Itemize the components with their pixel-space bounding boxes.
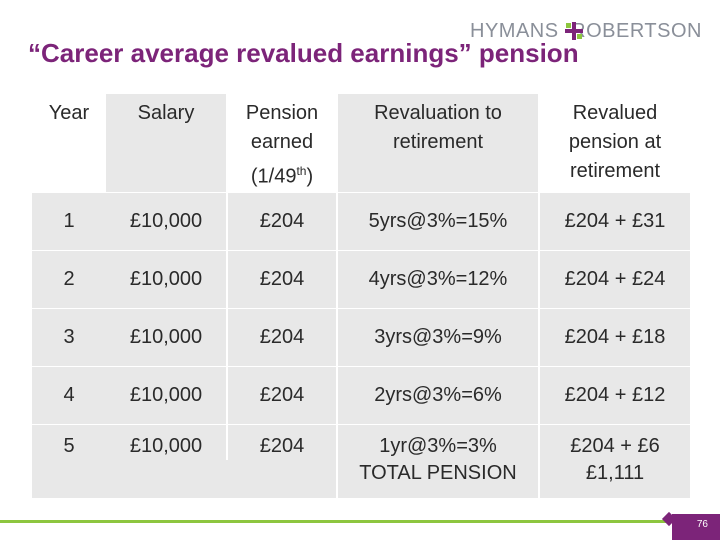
- header-pension-line1: Pension: [245, 102, 319, 124]
- header-revalued-line2: pension at: [568, 131, 662, 153]
- cell-pension: £204: [226, 249, 336, 308]
- cell-revaluation: 3yrs@3%=9%: [336, 307, 538, 366]
- page-number: 76: [696, 519, 708, 530]
- cell-revalued: £204 + £31: [538, 191, 690, 250]
- cell-salary: £10,000: [106, 423, 226, 460]
- table-row: 1 £10,000 £204 5yrs@3%=15% £204 + £31: [32, 191, 690, 250]
- hymans-robertson-logo: HYMANS ROBERTSON: [470, 16, 702, 46]
- header-revaluation: Revaluation to retirement: [336, 94, 538, 192]
- header-year: Year: [48, 102, 90, 124]
- cell-year: 2: [32, 249, 106, 308]
- logo-cross-icon: [564, 22, 583, 40]
- cell-revalued: £204 + £6: [538, 423, 690, 460]
- cell-revaluation: 2yrs@3%=6%: [336, 365, 538, 424]
- total-row: TOTAL PENSION £1,111: [32, 459, 690, 498]
- cell-salary: £10,000: [106, 307, 226, 366]
- cell-salary: £10,000: [106, 365, 226, 424]
- cell-revalued: £204 + £18: [538, 307, 690, 366]
- logo-left-word: HYMANS: [470, 19, 559, 42]
- table-row: 2 £10,000 £204 4yrs@3%=12% £204 + £24: [32, 249, 690, 308]
- cell-revalued: £204 + £12: [538, 365, 690, 424]
- header-revalued-line1: Revalued: [572, 102, 658, 124]
- header-pension-earned: Pension earned (1/49th): [226, 94, 336, 192]
- pension-table: Year Salary Pension earned (1/49th) Reva…: [32, 94, 690, 498]
- page-number-tab: [672, 514, 720, 540]
- header-pension-superscript: th: [296, 164, 307, 178]
- cell-year: 3: [32, 307, 106, 366]
- table-row: 4 £10,000 £204 2yrs@3%=6% £204 + £12: [32, 365, 690, 424]
- footer-green-line: [0, 520, 720, 523]
- header-pension-line2: earned: [250, 131, 314, 153]
- header-revalued-pension: Revalued pension at retirement: [538, 94, 690, 192]
- cell-salary: £10,000: [106, 249, 226, 308]
- slide-title: “Career average revalued earnings” pensi…: [28, 38, 579, 68]
- total-spacer: [32, 459, 336, 498]
- cell-pension: £204: [226, 423, 336, 460]
- header-salary: Salary: [106, 94, 226, 192]
- cell-revaluation: 1yr@3%=3%: [336, 423, 538, 460]
- header-pension-close: ): [306, 165, 314, 188]
- header-pension-line3: (1/49th): [228, 157, 336, 192]
- cell-revaluation: 5yrs@3%=15%: [336, 191, 538, 250]
- total-label: TOTAL PENSION: [336, 459, 538, 498]
- cell-pension: £204: [226, 191, 336, 250]
- table-header-row: Year Salary Pension earned (1/49th) Reva…: [32, 94, 690, 192]
- logo-right-word: ROBERTSON: [571, 19, 702, 42]
- cell-revalued: £204 + £24: [538, 249, 690, 308]
- cell-pension: £204: [226, 307, 336, 366]
- header-pension-fraction: (1/49: [250, 165, 297, 188]
- table-row: 3 £10,000 £204 3yrs@3%=9% £204 + £18: [32, 307, 690, 366]
- table-row: 5 £10,000 £204 1yr@3%=3% £204 + £6: [32, 423, 690, 460]
- cell-year: 5: [32, 423, 106, 460]
- header-revaluation-line1: Revaluation to: [374, 102, 502, 124]
- header-revalued-line3: retirement: [569, 160, 661, 182]
- cell-salary: £10,000: [106, 191, 226, 250]
- cell-year: 4: [32, 365, 106, 424]
- header-revaluation-line2: retirement: [392, 131, 484, 153]
- total-value: £1,111: [538, 459, 690, 498]
- cell-pension: £204: [226, 365, 336, 424]
- cell-revaluation: 4yrs@3%=12%: [336, 249, 538, 308]
- cell-year: 1: [32, 191, 106, 250]
